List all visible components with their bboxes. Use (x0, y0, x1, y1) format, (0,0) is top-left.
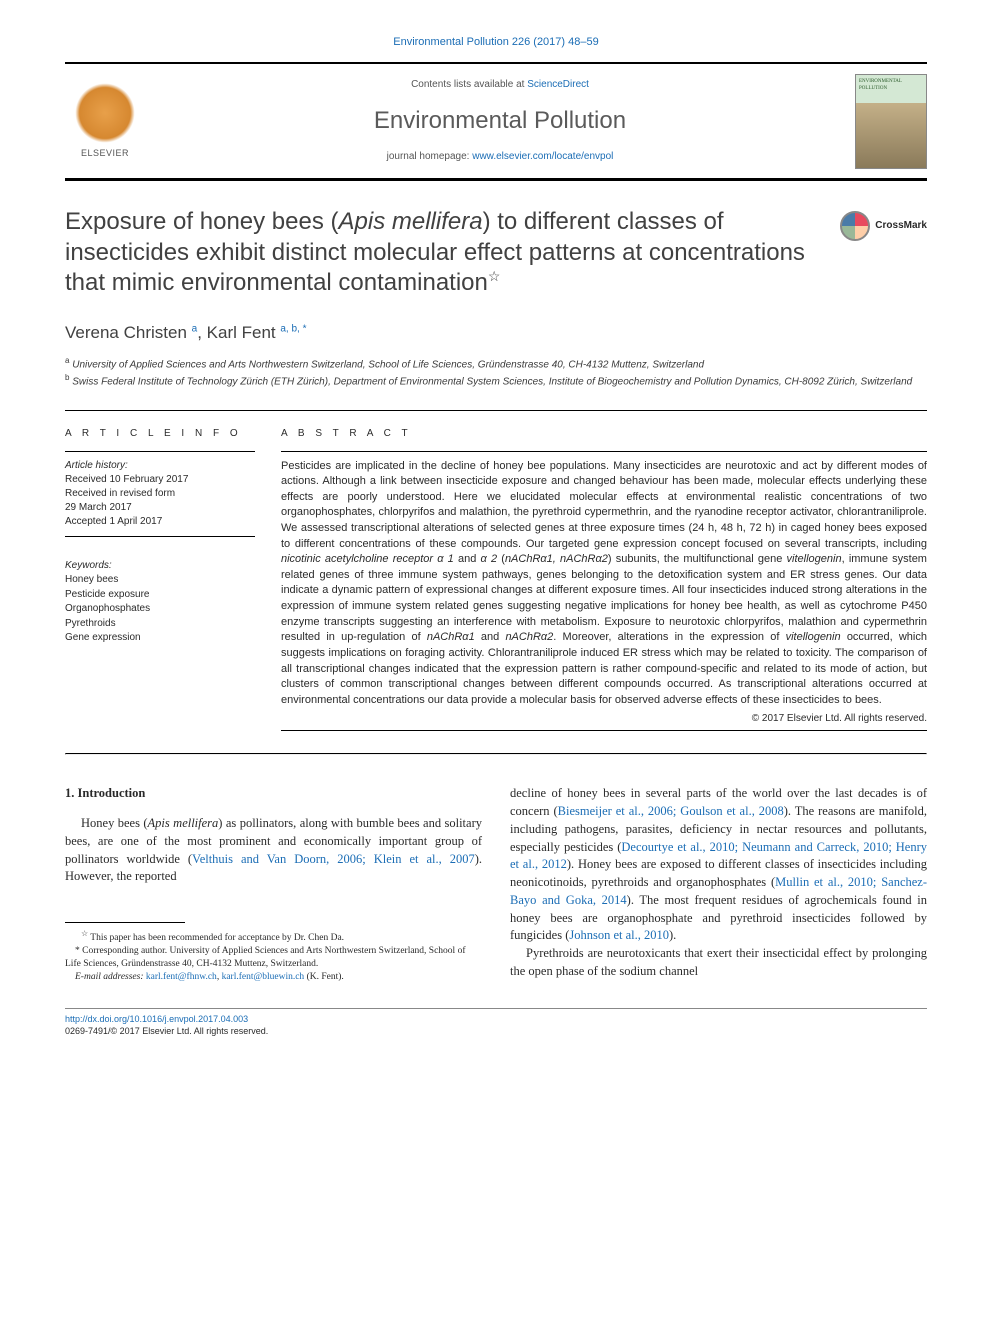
article-info-heading: A R T I C L E I N F O (65, 427, 255, 441)
citation-link[interactable]: Biesmeijer et al., 2006; Goulson et al.,… (558, 804, 784, 818)
intro-paragraph-1-cont: decline of honey bees in several parts o… (510, 785, 927, 945)
elsevier-label: ELSEVIER (81, 147, 129, 160)
title-italic: Apis mellifera (339, 208, 483, 235)
journal-reference: Environmental Pollution 226 (2017) 48–59 (65, 35, 927, 50)
citation-link[interactable]: Johnson et al., 2010 (569, 928, 669, 942)
email-link-1[interactable]: karl.fent@fhnw.ch (146, 972, 217, 982)
keywords-label: Keywords: (65, 559, 255, 574)
email-link-2[interactable]: karl.fent@bluewin.ch (222, 972, 305, 982)
journal-name: Environmental Pollution (155, 104, 845, 138)
contents-prefix: Contents lists available at (411, 79, 527, 90)
affil-a: University of Applied Sciences and Arts … (69, 359, 704, 370)
homepage-prefix: journal homepage: (387, 151, 473, 162)
footer-divider (65, 1008, 927, 1009)
footnote-star-text: This paper has been recommended for acce… (88, 933, 344, 943)
article-history: Article history: Received 10 February 20… (65, 451, 255, 537)
body-left-column: 1. Introduction Honey bees (Apis mellife… (65, 785, 482, 983)
issn-copyright: 0269-7491/© 2017 Elsevier Ltd. All right… (65, 1025, 927, 1038)
divider (281, 730, 927, 731)
crossmark-badge[interactable]: CrossMark (840, 211, 927, 241)
abstract-copyright: © 2017 Elsevier Ltd. All rights reserved… (281, 712, 927, 726)
author-2: Karl Fent (207, 323, 276, 342)
authors-line: Verena Christen a, Karl Fent a, b, * (65, 321, 927, 345)
history-accepted: Accepted 1 April 2017 (65, 515, 255, 529)
divider (65, 410, 927, 411)
keyword: Organophosphates (65, 602, 255, 617)
intro-paragraph-1: Honey bees (Apis mellifera) as pollinato… (65, 815, 482, 886)
sciencedirect-link[interactable]: ScienceDirect (527, 79, 589, 90)
email-attr: (K. Fent). (304, 972, 344, 982)
history-revised-1: Received in revised form (65, 487, 255, 501)
article-info-column: A R T I C L E I N F O Article history: R… (65, 427, 255, 732)
divider (281, 451, 927, 452)
section-1-heading: 1. Introduction (65, 785, 482, 803)
keyword: Pesticide exposure (65, 588, 255, 603)
author-1-sup: a (192, 323, 198, 334)
title-pre: Exposure of honey bees ( (65, 208, 339, 235)
footnotes: ☆ This paper has been recommended for ac… (65, 929, 482, 983)
citation-link[interactable]: Mullin et al., 2010; Sanchez-Bayo and Go… (510, 875, 927, 907)
homepage-line: journal homepage: www.elsevier.com/locat… (155, 150, 845, 164)
cover-image (856, 103, 926, 168)
email-label: E-mail addresses: (75, 972, 146, 982)
contents-line: Contents lists available at ScienceDirec… (155, 78, 845, 92)
author-1: Verena Christen (65, 323, 187, 342)
keywords-block: Keywords: Honey bees Pesticide exposure … (65, 559, 255, 646)
body-columns: 1. Introduction Honey bees (Apis mellife… (65, 785, 927, 983)
elsevier-logo: ELSEVIER (65, 76, 145, 166)
keyword: Honey bees (65, 573, 255, 588)
cover-title: ENVIRONMENTAL POLLUTION (856, 75, 926, 103)
abstract-column: A B S T R A C T Pesticides are implicate… (281, 427, 927, 732)
journal-cover-thumbnail: ENVIRONMENTAL POLLUTION (855, 74, 927, 169)
body-right-column: decline of honey bees in several parts o… (510, 785, 927, 983)
divider (65, 753, 927, 755)
footnote-corr-text: Corresponding author. University of Appl… (65, 946, 466, 969)
citation-link[interactable]: Decourtye et al., 2010; Neumann and Carr… (510, 840, 927, 872)
title-star: ☆ (488, 268, 501, 284)
crossmark-icon (840, 211, 870, 241)
affiliations: a University of Applied Sciences and Art… (65, 355, 927, 390)
abstract-heading: A B S T R A C T (281, 427, 927, 441)
homepage-link[interactable]: www.elsevier.com/locate/envpol (472, 151, 613, 162)
elsevier-tree-icon (75, 83, 135, 143)
history-received: Received 10 February 2017 (65, 473, 255, 487)
journal-header: ELSEVIER Contents lists available at Sci… (65, 62, 927, 181)
history-revised-2: 29 March 2017 (65, 501, 255, 515)
keyword: Gene expression (65, 631, 255, 646)
keyword: Pyrethroids (65, 617, 255, 632)
crossmark-label: CrossMark (875, 219, 927, 233)
doi-link[interactable]: http://dx.doi.org/10.1016/j.envpol.2017.… (65, 1014, 248, 1024)
affil-b: Swiss Federal Institute of Technology Zü… (69, 377, 912, 388)
author-2-sup: a, b, * (280, 323, 306, 334)
history-label: Article history: (65, 459, 255, 473)
article-title: Exposure of honey bees (Apis mellifera) … (65, 207, 820, 299)
abstract-text: Pesticides are implicated in the decline… (281, 459, 927, 709)
footnotes-divider (65, 922, 185, 923)
citation-link[interactable]: Velthuis and Van Doorn, 2006; Klein et a… (192, 852, 475, 866)
page-footer: http://dx.doi.org/10.1016/j.envpol.2017.… (65, 1002, 927, 1038)
intro-paragraph-2: Pyrethroids are neurotoxicants that exer… (510, 945, 927, 981)
